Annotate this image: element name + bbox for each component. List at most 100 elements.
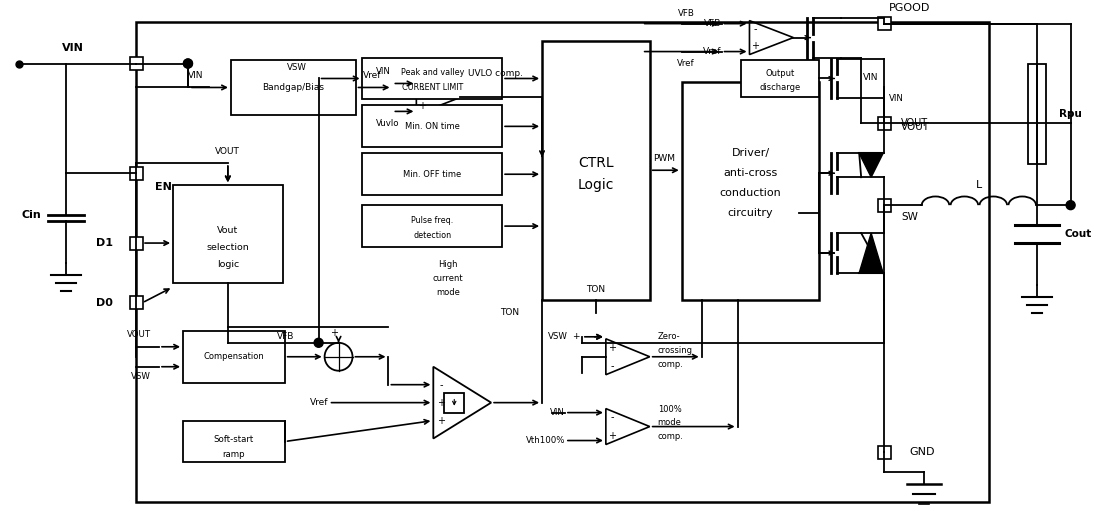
Text: -: -	[754, 24, 757, 34]
Text: D1: D1	[96, 238, 113, 248]
Bar	[136, 22, 989, 502]
Text: +: +	[608, 343, 616, 353]
Text: PWM: PWM	[652, 154, 674, 163]
Text: circuitry: circuitry	[728, 208, 773, 218]
Text: Peak and valley: Peak and valley	[400, 68, 464, 77]
Text: +: +	[608, 430, 616, 440]
Polygon shape	[859, 153, 883, 177]
Text: -: -	[610, 361, 614, 371]
Text: VFB: VFB	[678, 9, 694, 18]
Bar	[444, 393, 464, 413]
Text: VOUT: VOUT	[216, 147, 240, 156]
Text: anti-cross: anti-cross	[724, 168, 778, 178]
Bar	[878, 446, 891, 459]
Text: Cout: Cout	[1065, 229, 1092, 239]
Text: VIN: VIN	[864, 73, 879, 82]
Text: VOUT: VOUT	[901, 118, 928, 129]
Bar	[878, 117, 891, 130]
Text: Logic: Logic	[578, 178, 614, 192]
Text: VOUT: VOUT	[901, 122, 931, 132]
Bar	[173, 185, 283, 283]
Circle shape	[184, 59, 192, 68]
Text: CTRL: CTRL	[579, 156, 614, 170]
Text: D0: D0	[97, 298, 113, 308]
Text: Min. ON time: Min. ON time	[405, 122, 460, 131]
Bar	[1027, 65, 1046, 164]
Text: 100%: 100%	[658, 405, 682, 414]
Bar	[130, 297, 143, 309]
Bar	[363, 205, 502, 247]
Text: logic: logic	[217, 260, 239, 269]
Text: VIN: VIN	[889, 94, 904, 103]
Text: VIN: VIN	[188, 71, 204, 80]
Text: TON: TON	[500, 308, 519, 318]
Bar	[130, 167, 143, 180]
Circle shape	[184, 59, 192, 68]
Text: L: L	[976, 180, 982, 190]
Bar	[231, 59, 355, 116]
Text: Vth100%: Vth100%	[526, 436, 565, 445]
Text: Compensation: Compensation	[204, 352, 264, 361]
Text: comp.: comp.	[658, 360, 683, 369]
Circle shape	[315, 338, 323, 347]
Text: detection: detection	[414, 230, 451, 239]
Text: +: +	[438, 397, 446, 407]
Text: VFB: VFB	[277, 332, 295, 341]
Text: Cin: Cin	[22, 210, 42, 220]
Circle shape	[132, 59, 141, 68]
Text: mode: mode	[437, 288, 460, 298]
Bar	[183, 421, 285, 463]
Bar	[542, 40, 650, 300]
Bar	[682, 82, 820, 300]
Text: TON: TON	[586, 286, 605, 295]
Text: Zero-: Zero-	[658, 332, 680, 341]
Text: +: +	[572, 332, 580, 341]
Text: -: -	[420, 84, 425, 94]
Circle shape	[1066, 201, 1075, 209]
Text: VIN: VIN	[550, 408, 565, 417]
Text: Soft-start: Soft-start	[213, 435, 254, 444]
Text: Min. OFF time: Min. OFF time	[404, 170, 461, 179]
Text: Output: Output	[766, 69, 795, 78]
Text: selection: selection	[207, 243, 250, 251]
Bar	[183, 331, 285, 383]
Text: SW: SW	[901, 212, 917, 222]
Text: Pulse freq.: Pulse freq.	[411, 216, 453, 225]
Bar	[130, 237, 143, 249]
Text: conduction: conduction	[719, 188, 781, 198]
Text: VIN: VIN	[63, 43, 85, 52]
Text: VFB: VFB	[704, 19, 722, 28]
Text: current: current	[433, 275, 463, 284]
Text: Driver/: Driver/	[732, 148, 770, 159]
Text: UVLO comp.: UVLO comp.	[469, 69, 524, 78]
Text: VSW: VSW	[548, 332, 568, 341]
Text: crossing: crossing	[658, 346, 693, 355]
Text: +: +	[330, 328, 338, 338]
Text: CURRENT LIMIT: CURRENT LIMIT	[402, 83, 463, 92]
Text: -: -	[440, 380, 443, 390]
Text: +: +	[438, 416, 446, 426]
Text: GND: GND	[909, 447, 935, 457]
Text: Vref: Vref	[703, 47, 722, 56]
Text: Vref: Vref	[676, 59, 694, 68]
Bar	[363, 106, 502, 148]
Text: +: +	[751, 41, 759, 51]
Text: Rpu: Rpu	[1058, 109, 1081, 119]
Bar	[878, 198, 891, 212]
Text: VOUT: VOUT	[126, 330, 151, 339]
Text: comp.: comp.	[658, 432, 683, 441]
Text: ramp: ramp	[222, 450, 245, 459]
Text: VSW: VSW	[287, 63, 307, 72]
Text: Vref: Vref	[363, 71, 382, 80]
Text: Vout: Vout	[217, 226, 239, 235]
Text: PGOOD: PGOOD	[889, 3, 931, 13]
Bar	[130, 57, 143, 70]
Text: Bandgap/Bias: Bandgap/Bias	[262, 83, 324, 92]
Bar	[363, 153, 502, 195]
Polygon shape	[859, 233, 883, 273]
Text: High: High	[439, 260, 458, 269]
Text: VIN: VIN	[375, 67, 390, 76]
Text: EN: EN	[155, 182, 172, 192]
Text: -: -	[610, 413, 614, 423]
Text: mode: mode	[658, 418, 682, 427]
